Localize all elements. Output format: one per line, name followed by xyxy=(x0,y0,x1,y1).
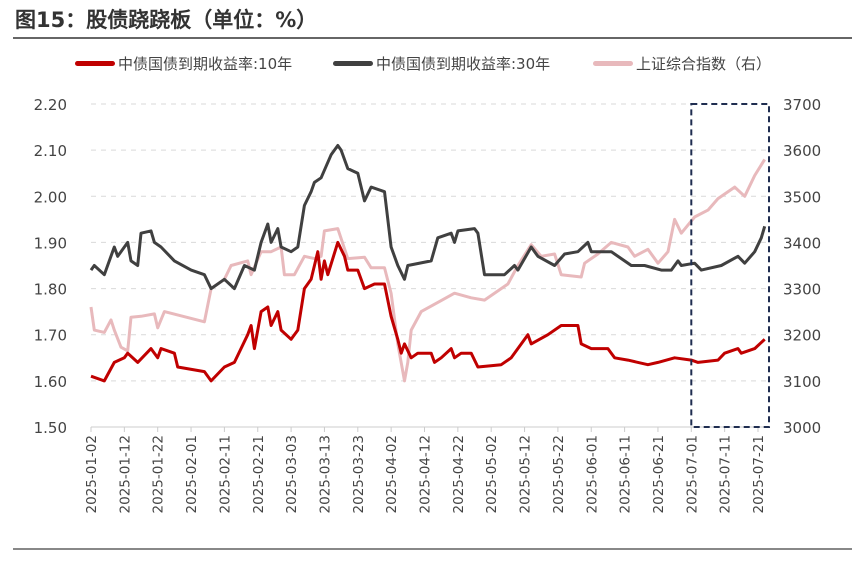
legend-item-10y: 中债国债到期收益率:10年 xyxy=(75,53,292,74)
x-tick-label: 2025-01-22 xyxy=(151,435,167,513)
x-tick-label: 2025-06-21 xyxy=(651,435,667,513)
x-tick-label: 2025-04-12 xyxy=(418,435,434,513)
legend-item-sse: 上证综合指数（右） xyxy=(593,53,771,74)
x-tick-label: 2025-07-11 xyxy=(718,435,734,513)
x-tick-label: 2025-02-11 xyxy=(217,435,233,513)
x-tick-label: 2025-03-13 xyxy=(317,435,333,513)
series-line-left-404040 xyxy=(89,144,767,291)
x-tick-label: 2025-05-22 xyxy=(551,435,567,513)
y-left-tick-label: 1.50 xyxy=(34,419,67,437)
x-tick-label: 2025-04-22 xyxy=(451,435,467,513)
series-line-left-c00000 xyxy=(90,240,766,383)
y-right-tick-label: 3000 xyxy=(783,419,821,437)
y-left-tick-label: 1.70 xyxy=(34,327,67,345)
y-right-tick-label: 3600 xyxy=(783,142,821,160)
y-right-tick-label: 3700 xyxy=(783,96,821,114)
legend-swatch-30y xyxy=(333,61,373,66)
x-tick-label: 2025-02-01 xyxy=(184,435,200,513)
y-left-tick-label: 2.00 xyxy=(34,188,67,206)
y-right-tick-label: 3300 xyxy=(783,281,821,299)
y-right-tick-label: 3500 xyxy=(783,188,821,206)
highlight-box xyxy=(690,103,771,428)
x-tick-label: 2025-05-02 xyxy=(484,435,500,513)
legend-swatch-10y xyxy=(75,61,115,66)
legend-label-10y: 中债国债到期收益率:10年 xyxy=(118,55,293,73)
x-tick-label: 2025-06-11 xyxy=(618,435,634,513)
x-tick-label: 2025-01-12 xyxy=(117,435,133,513)
series-line-right-e8b9bc xyxy=(89,158,766,383)
y-left-tick-label: 1.90 xyxy=(34,234,67,252)
title-underline xyxy=(13,37,852,39)
legend-swatch-sse xyxy=(593,61,633,66)
x-tick-label: 2025-06-01 xyxy=(584,435,600,513)
x-tick-label: 2025-04-02 xyxy=(384,435,400,513)
x-tick-label: 2025-03-23 xyxy=(351,435,367,513)
bottom-rule xyxy=(13,548,852,550)
y-right-tick-label: 3400 xyxy=(783,234,821,252)
x-tick-label: 2025-05-12 xyxy=(518,435,534,513)
legend-item-30y: 中债国债到期收益率:30年 xyxy=(333,53,550,74)
y-left-tick-label: 2.20 xyxy=(34,96,67,114)
legend-label-30y: 中债国债到期收益率:30年 xyxy=(376,55,551,73)
x-tick-label: 2025-01-02 xyxy=(84,435,100,513)
x-tick-label: 2025-02-21 xyxy=(251,435,267,513)
legend-label-sse: 上证综合指数（右） xyxy=(636,55,772,73)
figure-title: 图15：股债跷跷板（单位：%） xyxy=(15,8,318,32)
y-left-tick-label: 2.10 xyxy=(34,142,67,160)
y-right-tick-label: 3100 xyxy=(783,373,821,391)
y-left-tick-label: 1.60 xyxy=(34,373,67,391)
y-right-tick-label: 3200 xyxy=(783,327,821,345)
x-tick-label: 2025-07-21 xyxy=(751,435,767,513)
x-tick-label: 2025-07-01 xyxy=(684,435,700,513)
x-tick-label: 2025-03-03 xyxy=(284,435,300,513)
y-left-tick-label: 1.80 xyxy=(34,281,67,299)
